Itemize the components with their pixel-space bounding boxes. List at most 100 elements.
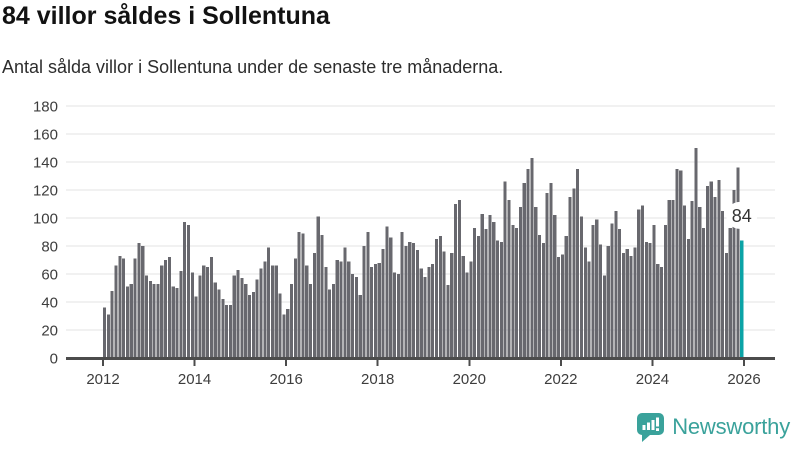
bar	[217, 289, 221, 358]
bar	[629, 255, 633, 358]
bar	[705, 185, 709, 358]
bar	[328, 289, 332, 358]
bar	[667, 199, 671, 358]
bar	[183, 222, 187, 358]
bar	[305, 265, 309, 358]
bar	[370, 267, 374, 358]
value-callout-bubble	[726, 201, 758, 229]
bar	[503, 181, 507, 358]
bar	[698, 206, 702, 358]
y-tick-label: 20	[41, 323, 58, 340]
bar	[255, 279, 259, 358]
bar	[625, 248, 629, 358]
x-tick-label: 2020	[453, 371, 486, 388]
bar	[557, 257, 561, 358]
bar	[320, 234, 324, 358]
bar	[377, 262, 381, 358]
bar	[694, 148, 698, 358]
bar	[358, 295, 362, 358]
bar	[297, 232, 301, 358]
y-tick-label: 60	[41, 267, 58, 284]
bar	[587, 261, 591, 358]
bar	[454, 204, 458, 358]
bar	[186, 225, 191, 358]
y-tick-label: 100	[33, 211, 58, 228]
bar	[206, 267, 210, 358]
newsworthy-logo[interactable]: Newsworthy	[637, 412, 790, 442]
y-tick-label: 40	[41, 295, 58, 312]
y-tick-label: 140	[33, 155, 58, 172]
bar	[125, 286, 130, 358]
bar	[160, 265, 164, 358]
bar	[465, 272, 469, 358]
bar	[660, 267, 664, 358]
bar	[240, 278, 244, 358]
x-tick-label: 2014	[178, 371, 211, 388]
bar	[663, 225, 667, 358]
bar	[347, 261, 351, 358]
bar	[473, 227, 477, 358]
bar	[251, 292, 255, 358]
bar	[461, 255, 465, 358]
bar	[545, 192, 549, 358]
bar	[614, 211, 618, 358]
y-tick-label: 80	[41, 239, 58, 256]
bar	[442, 251, 446, 358]
bar	[427, 267, 431, 358]
y-tick-label: 120	[33, 183, 58, 200]
bar	[499, 241, 503, 358]
bar	[469, 261, 473, 358]
bar	[175, 288, 179, 358]
x-tick-label: 2016	[269, 371, 302, 388]
bar	[351, 274, 355, 358]
bar	[568, 197, 572, 358]
bar	[423, 276, 427, 358]
bar	[572, 188, 576, 358]
bar	[728, 227, 732, 358]
bar	[412, 243, 416, 358]
bar	[144, 275, 149, 358]
bar	[637, 209, 641, 358]
bar	[179, 271, 183, 358]
bar	[648, 243, 652, 358]
x-tick-label: 2018	[361, 371, 394, 388]
bar	[553, 215, 557, 358]
bar	[610, 223, 614, 358]
bar	[236, 269, 240, 358]
bar	[682, 205, 687, 358]
bar	[515, 227, 519, 358]
bar	[576, 169, 580, 358]
bar	[385, 226, 389, 358]
bar	[621, 253, 626, 358]
bar	[644, 241, 648, 358]
bar	[389, 237, 393, 358]
bar	[721, 211, 725, 358]
bar	[221, 299, 225, 358]
bar	[583, 247, 587, 358]
bar	[118, 255, 122, 358]
bar	[579, 216, 584, 358]
bar	[316, 216, 320, 358]
x-axis-line	[66, 357, 775, 360]
bar	[381, 248, 385, 358]
bar	[526, 169, 530, 358]
bar	[366, 232, 370, 358]
bar	[282, 314, 286, 358]
x-tick-label: 2022	[544, 371, 577, 388]
bar	[247, 295, 252, 358]
bar	[232, 275, 236, 358]
bar	[324, 267, 328, 358]
newsworthy-icon	[637, 412, 665, 442]
bar	[488, 215, 492, 358]
newsworthy-wordmark: Newsworthy	[672, 414, 790, 439]
bar	[434, 239, 439, 358]
bar	[106, 314, 110, 358]
bar	[301, 233, 305, 358]
bar	[446, 285, 450, 358]
bar	[171, 286, 175, 358]
bar	[591, 225, 595, 358]
bar	[267, 247, 271, 358]
bar	[209, 257, 213, 358]
bar	[732, 190, 736, 358]
bar	[709, 181, 713, 358]
